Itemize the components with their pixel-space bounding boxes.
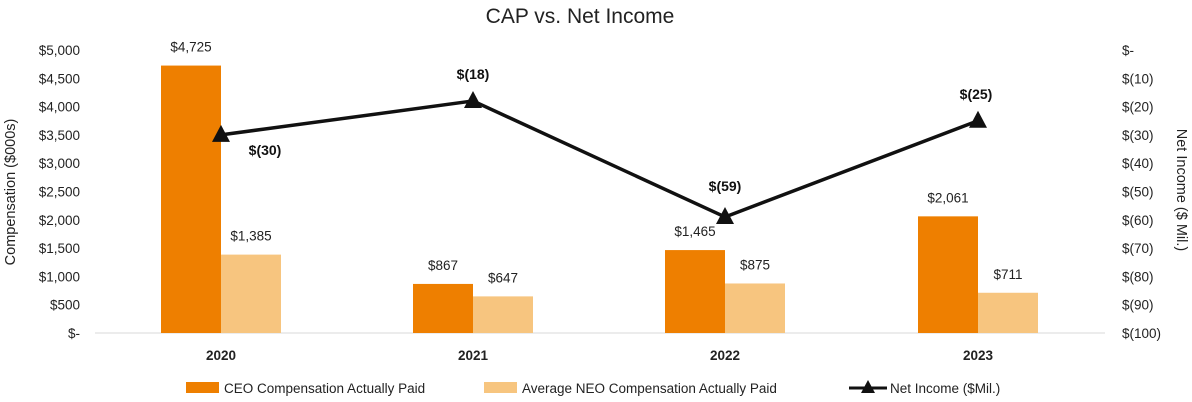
neo-cap-bar [221, 254, 281, 333]
ceo-cap-value-label: $4,725 [170, 40, 211, 55]
right-tick-label: $(60) [1122, 213, 1154, 228]
neo-cap-value-label: $875 [740, 257, 770, 272]
right-tick-label: $(10) [1122, 71, 1154, 86]
right-tick-label: $(80) [1122, 269, 1154, 284]
left-tick-label: $1,500 [39, 241, 80, 256]
left-tick-label: $3,500 [39, 128, 80, 143]
net-income-value-label: $(18) [457, 66, 490, 82]
legend-net-income-label: Net Income ($Mil.) [890, 381, 1000, 396]
ceo-cap-value-label: $1,465 [674, 224, 715, 239]
neo-cap-value-label: $711 [993, 267, 1022, 282]
neo-cap-bar [725, 283, 785, 333]
left-tick-label: $2,000 [39, 213, 80, 228]
net-income-marker [716, 206, 734, 224]
bar-series [161, 65, 1038, 333]
left-axis-ticks: $- $500 $1,000 $1,500 $2,000 $2,500 $3,000 $3,5… [39, 43, 80, 341]
legend-neo-label: Average NEO Compensation Actually Paid [522, 381, 777, 396]
net-income-marker [212, 124, 230, 142]
legend-ceo-swatch [186, 382, 219, 393]
left-tick-label: $4,000 [39, 100, 80, 115]
ceo-cap-bar [918, 216, 978, 333]
legend-net-income-marker [861, 380, 875, 393]
x-category-label: 2021 [458, 348, 489, 363]
left-tick-label: $500 [50, 298, 80, 313]
right-axis-ticks: $- $(10) $(20) $(30) $(40) $(50) $(60) $(70) $(8… [1122, 43, 1161, 341]
net-income-marker [464, 90, 482, 108]
net-income-value-label: $(25) [960, 86, 993, 102]
left-tick-label: $3,000 [39, 156, 80, 171]
right-tick-label: $(70) [1122, 241, 1154, 256]
net-income-value-label: $(59) [709, 178, 742, 194]
neo-cap-bar [473, 296, 533, 333]
left-tick-label: $2,500 [39, 185, 80, 200]
left-tick-label: $5,000 [39, 43, 80, 58]
legend-ceo-label: CEO Compensation Actually Paid [224, 381, 425, 396]
net-income-marker [969, 110, 987, 128]
chart-title: CAP vs. Net Income [486, 5, 675, 28]
x-category-label: 2023 [963, 348, 994, 363]
right-tick-label: $(20) [1122, 100, 1154, 115]
neo-cap-bar [978, 292, 1038, 333]
left-tick-label: $- [68, 326, 80, 341]
ceo-cap-value-label: $2,061 [927, 190, 968, 205]
left-tick-label: $4,500 [39, 71, 80, 86]
right-tick-label: $- [1122, 43, 1134, 58]
neo-cap-value-label: $647 [488, 270, 518, 285]
right-tick-label: $(50) [1122, 185, 1154, 200]
x-category-label: 2020 [206, 348, 236, 363]
net-income-value-label: $(30) [249, 142, 282, 158]
right-tick-label: $(100) [1122, 326, 1161, 341]
legend-neo-swatch [484, 382, 517, 393]
x-category-label: 2022 [710, 348, 740, 363]
right-tick-label: $(30) [1122, 128, 1154, 143]
net-income-series: $(30) $(18) $(59) $(25) [212, 66, 992, 224]
right-tick-label: $(90) [1122, 298, 1154, 313]
ceo-cap-bar [161, 65, 221, 333]
ceo-cap-value-label: $867 [428, 258, 458, 273]
bar-data-labels: $4,725 $867 $1,465 $2,061 $1,385 $647 $875 $711 [170, 40, 1022, 286]
ceo-cap-bar [413, 283, 473, 333]
left-tick-label: $1,000 [39, 269, 80, 284]
right-axis-title: Net Income ($ Mil.) [1173, 129, 1189, 251]
x-axis-categories: 2020 2021 2022 2023 [206, 348, 994, 363]
ceo-cap-bar [665, 250, 725, 333]
neo-cap-value-label: $1,385 [230, 229, 271, 244]
left-axis-title: Compensation ($000s) [3, 119, 19, 266]
chart-legend: CEO Compensation Actually Paid Average NE… [186, 380, 1000, 396]
net-income-line [220, 99, 979, 219]
right-tick-label: $(40) [1122, 156, 1154, 171]
